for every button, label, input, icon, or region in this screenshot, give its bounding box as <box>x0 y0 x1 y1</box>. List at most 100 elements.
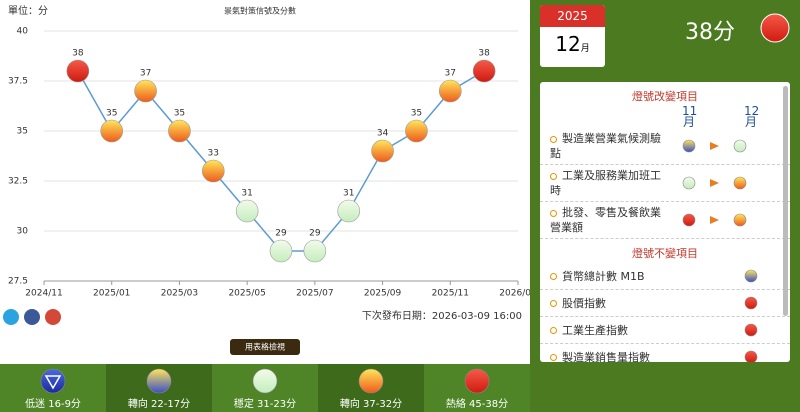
data-label: 38 <box>72 49 84 59</box>
signal-point <box>66 59 90 83</box>
light <box>744 323 758 337</box>
signal-point <box>134 79 157 103</box>
light <box>733 139 747 153</box>
y-tick-label: 40 <box>17 27 29 37</box>
data-label: 37 <box>140 69 151 79</box>
scrollbar[interactable] <box>783 86 788 316</box>
light <box>682 176 696 190</box>
data-label: 29 <box>309 229 321 239</box>
indicator-light <box>744 350 758 362</box>
x-tick-label: 2025/03 <box>161 289 198 299</box>
legend-cell: 轉向 37-32分 <box>318 364 424 412</box>
data-label: 31 <box>343 189 354 199</box>
data-label: 35 <box>174 109 185 119</box>
indicator-light <box>744 296 758 310</box>
light <box>733 213 747 227</box>
light <box>682 213 696 227</box>
calendar-year: 2025 <box>540 5 605 27</box>
arrow <box>710 179 719 187</box>
signal-point <box>371 139 394 163</box>
signal-point <box>201 159 225 183</box>
indicator-name: 工業及服務業加班工時 <box>550 168 668 198</box>
indicator-row: 批發、零售及餐飲業營業額 <box>540 202 790 239</box>
legend-label: 轉向 22-17分 <box>127 399 191 410</box>
legend-label: 穩定 31-23分 <box>233 399 297 410</box>
light <box>744 296 758 310</box>
month-columns: 11月 12月 <box>540 104 790 129</box>
light <box>682 139 696 153</box>
legend-cell: 穩定 31-23分 <box>212 364 318 412</box>
table-view-button[interactable] <box>230 339 300 355</box>
data-label: 35 <box>106 109 117 119</box>
changed-title: 燈號改變項目 <box>632 90 698 103</box>
indicator-row: 製造業銷售量指數 <box>540 344 790 362</box>
month: 12 <box>555 32 581 56</box>
indicator-light <box>682 213 696 227</box>
calendar-month: 12月 <box>540 27 605 66</box>
x-tick-label: 2025/05 <box>228 289 265 299</box>
twitter[interactable] <box>3 309 19 325</box>
legend-light <box>146 368 172 394</box>
score: 38分 <box>685 20 735 45</box>
arrow <box>710 216 719 224</box>
indicator-row: 貨幣總計數 M1B <box>540 263 790 290</box>
calendar: 2025 12月 <box>540 5 605 67</box>
legend-label: 熱絡 45-38分 <box>445 399 509 410</box>
indicator-light <box>733 139 747 153</box>
legend-cell: 低迷 16-9分 <box>0 364 106 412</box>
indicator-light <box>744 323 758 337</box>
signal-point <box>235 199 259 223</box>
month-unit: 月 <box>580 44 590 54</box>
legend-label: 轉向 37-32分 <box>339 399 403 410</box>
indicator-name: 製造業銷售量指數 <box>550 350 668 363</box>
data-label: 38 <box>478 49 490 59</box>
light <box>744 269 758 283</box>
share-icons[interactable] <box>3 309 61 325</box>
x-tick-label: 2026/01 <box>499 289 530 299</box>
data-label: 29 <box>275 229 287 239</box>
y-tick-label: 27.5 <box>8 277 28 287</box>
changed-list: 製造業營業氣候測驗點 工業及服務業加班工時 批發、零售及餐飲業營業額 <box>540 128 790 239</box>
data-label: 34 <box>377 129 389 139</box>
indicator-row: 製造業營業氣候測驗點 <box>540 128 790 165</box>
signal-point <box>168 119 191 143</box>
indicator-row: 工業生產指數 <box>540 317 790 344</box>
legend-light <box>252 368 278 394</box>
arrow <box>710 142 719 150</box>
signal-point <box>269 239 293 263</box>
light <box>146 368 172 394</box>
light <box>40 368 66 394</box>
legend-light <box>40 368 66 394</box>
y-tick-label: 32.5 <box>8 177 28 187</box>
unchanged-list: 貨幣總計數 M1B 股價指數工業生產指數製造業銷售量指數 <box>540 263 790 362</box>
indicator-light <box>733 213 747 227</box>
x-tick-label: 2025/07 <box>296 289 333 299</box>
legend-light <box>464 368 490 394</box>
signal-point <box>337 199 361 223</box>
x-tick-label: 2025/09 <box>364 289 402 299</box>
column: 11月 <box>682 104 698 129</box>
signal-point <box>303 239 327 263</box>
table-view-label[interactable]: 用表格檢視 <box>245 342 285 352</box>
next-release: 下次發布日期：2026-03-09 16:00 <box>362 309 522 322</box>
light <box>252 368 278 394</box>
light <box>760 13 790 43</box>
light <box>358 368 384 394</box>
y-tick-label: 30 <box>17 227 29 237</box>
y-tick-label: 37.5 <box>8 77 28 87</box>
signal-point <box>438 79 462 103</box>
indicator-light <box>733 176 747 190</box>
google-plus[interactable] <box>45 309 61 325</box>
facebook[interactable] <box>24 309 40 325</box>
indicator-name: 貨幣總計數 M1B <box>550 269 668 284</box>
indicator-name: 批發、零售及餐飲業營業額 <box>550 205 668 235</box>
chart-title: 景氣對策信號及分數 <box>224 6 296 16</box>
x-tick-label: 2025/11 <box>432 289 469 299</box>
indicator-row: 股價指數 <box>540 290 790 317</box>
indicator-name: 股價指數 <box>550 296 668 311</box>
legend-cell: 轉向 22-17分 <box>106 364 212 412</box>
light <box>744 350 758 362</box>
data-label: 33 <box>208 149 219 159</box>
indicator-light <box>744 269 758 283</box>
